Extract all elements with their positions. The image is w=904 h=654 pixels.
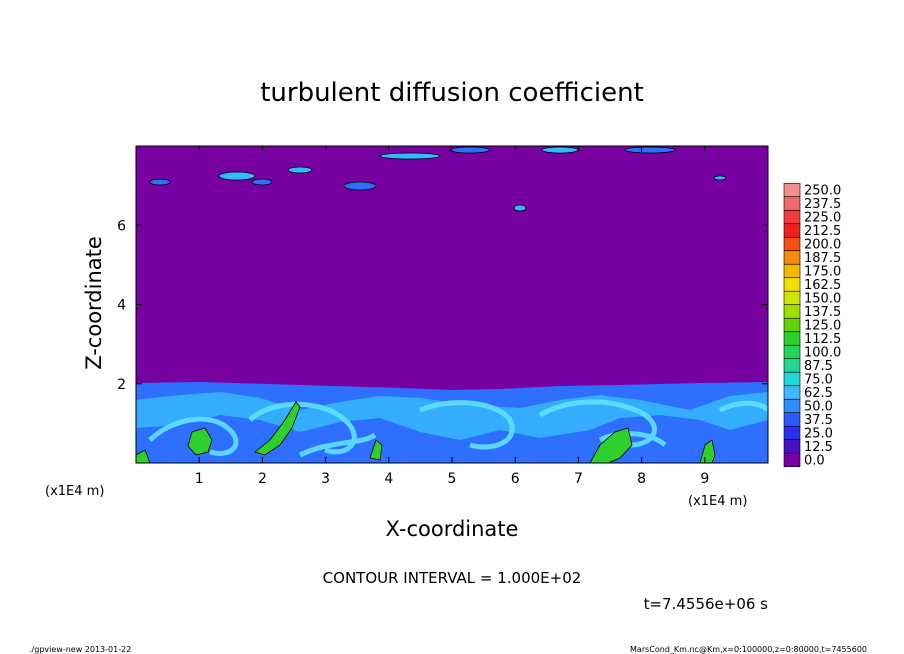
colorbar-label: 225.0 (804, 211, 841, 226)
colorbar-swatch (783, 223, 801, 238)
colorbar-swatch (783, 263, 801, 279)
x-axis-ticks: 1 2 3 4 5 6 7 8 9 (195, 146, 709, 487)
colorbar-label: 187.5 (804, 251, 841, 266)
plot-area (136, 146, 768, 463)
colorbar-label: 137.5 (804, 305, 841, 320)
colorbar-swatch (783, 425, 801, 441)
colorbar-label: 162.5 (804, 278, 841, 293)
contour-interval-text: CONTOUR INTERVAL = 1.000E+02 (323, 569, 582, 587)
x-tick-label: 3 (321, 471, 330, 487)
x-tick-label: 2 (258, 471, 267, 487)
colorbar-swatch (783, 412, 801, 427)
y-axis-label: Z-coordinate (82, 236, 106, 370)
colorbar-label: 37.5 (804, 413, 833, 428)
colorbar-label: 125.0 (804, 319, 841, 334)
colorbar-swatch (783, 331, 801, 346)
colorbar-label: 112.5 (804, 332, 841, 347)
colorbar-label: 87.5 (804, 359, 833, 374)
colorbar-label: 12.5 (804, 440, 833, 455)
colorbar-swatch (783, 250, 801, 265)
colorbar-label: 250.0 (804, 184, 841, 199)
footer-right: MarsCond_Km.nc@Km,x=0:100000,z=0:80000,t… (630, 645, 867, 654)
colorbar-label: 237.5 (804, 197, 841, 212)
x-axis-label: X-coordinate (386, 517, 519, 541)
colorbar-swatch (783, 452, 801, 468)
colorbar-swatch (783, 385, 801, 400)
x-tick-label: 1 (195, 471, 204, 487)
x-tick-label: 9 (700, 471, 709, 487)
x-tick-label: 5 (448, 471, 457, 487)
colorbar-label: 212.5 (804, 224, 841, 239)
colorbar-swatch (783, 209, 801, 225)
colorbar-swatch (783, 317, 801, 333)
colorbar-swatch (783, 196, 801, 211)
colorbar-label: 75.0 (804, 373, 833, 388)
x-tick-label: 4 (384, 471, 393, 487)
y-axis-ticks: 2 4 6 (117, 218, 768, 393)
upper-patches (149, 146, 727, 212)
colorbar-swatch (783, 398, 801, 414)
colorbar-label: 150.0 (804, 292, 841, 307)
y-tick-label: 4 (117, 298, 126, 314)
colorbar-label: 50.0 (804, 400, 833, 415)
x-tick-label: 8 (637, 471, 646, 487)
x-tick-label: 7 (574, 471, 583, 487)
high-value-patches (136, 401, 716, 463)
time-label: t=7.4556e+06 s (644, 595, 769, 613)
colorbar-swatch (783, 344, 801, 360)
x-tick-label: 6 (511, 471, 520, 487)
colorbar-label: 100.0 (804, 346, 841, 361)
footer-left: ./gpview-new 2013-01-22 (29, 645, 131, 654)
colorbar-swatch (783, 182, 801, 198)
colorbar-swatch (783, 371, 801, 387)
colorbar-label: 62.5 (804, 386, 833, 401)
colorbar-label: 175.0 (804, 265, 841, 280)
eddy-swirls (148, 399, 768, 458)
colorbar-swatch (783, 439, 801, 454)
x-axis-unit-left: (x1E4 m) (45, 484, 104, 499)
colorbar-swatch (783, 277, 801, 292)
colorbar-swatch (783, 358, 801, 373)
x-axis-unit-right: (x1E4 m) (688, 494, 747, 509)
chart-title: turbulent diffusion coefficient (260, 78, 644, 108)
y-tick-label: 2 (117, 377, 126, 393)
colorbar-swatch (783, 290, 801, 306)
colorbar-swatch (783, 304, 801, 319)
colorbar-label: 25.0 (804, 427, 833, 442)
colorbar-swatch (783, 236, 801, 252)
colorbar-label: 0.0 (804, 454, 825, 469)
y-tick-label: 6 (117, 218, 126, 234)
colorbar-label: 200.0 (804, 238, 841, 253)
colorbar: 250.0237.5225.0212.5200.0187.5175.0162.5… (783, 182, 841, 469)
